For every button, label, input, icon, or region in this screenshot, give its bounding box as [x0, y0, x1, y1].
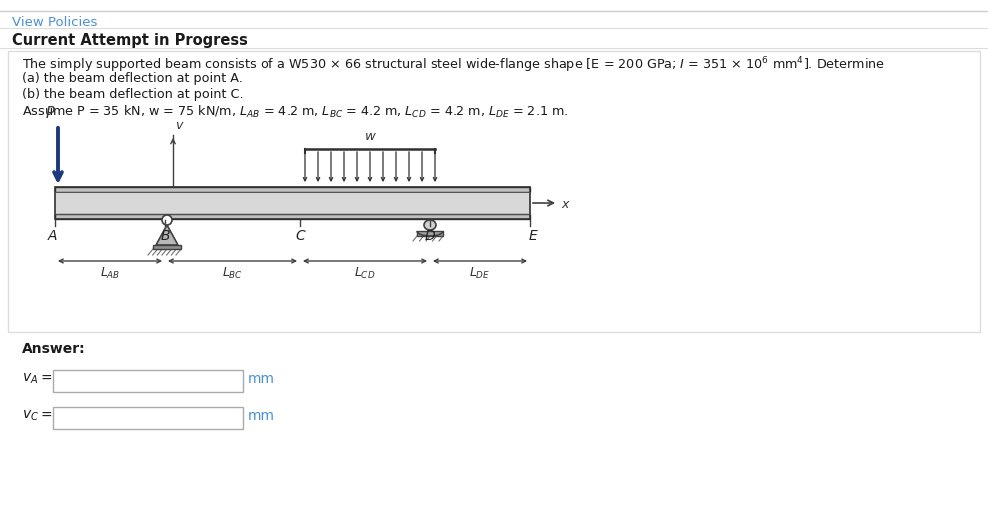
Text: Answer:: Answer: [22, 342, 86, 356]
Bar [53, 370, 243, 392]
Polygon shape [156, 225, 178, 245]
Bar [55, 192, 530, 214]
Text: E: E [529, 229, 537, 243]
Text: $v_A$: $v_A$ [22, 372, 39, 386]
Text: =: = [40, 372, 51, 386]
Text: B: B [160, 229, 170, 243]
Bar [8, 51, 980, 332]
Text: $L_{CD}$: $L_{CD}$ [355, 266, 375, 281]
Text: mm: mm [248, 409, 275, 423]
Text: A: A [47, 229, 56, 243]
Text: $v_C$: $v_C$ [22, 409, 39, 423]
Circle shape [162, 215, 172, 225]
Ellipse shape [424, 220, 436, 230]
Text: View Policies: View Policies [12, 16, 98, 29]
Text: $L_{BC}$: $L_{BC}$ [222, 266, 243, 281]
Text: (a) the beam deflection at point A.: (a) the beam deflection at point A. [22, 72, 243, 85]
Text: =: = [40, 409, 51, 423]
Bar [55, 187, 530, 192]
Text: The simply supported beam consists of a W530 $\times$ 66 structural steel wide-f: The simply supported beam consists of a … [22, 55, 885, 75]
Bar [417, 231, 443, 236]
Text: C: C [295, 229, 305, 243]
Text: mm: mm [248, 372, 275, 386]
Text: w: w [365, 130, 375, 143]
Text: $L_{AB}$: $L_{AB}$ [100, 266, 121, 281]
Text: Current Attempt in Progress: Current Attempt in Progress [12, 33, 248, 48]
Text: (b) the beam deflection at point C.: (b) the beam deflection at point C. [22, 88, 244, 101]
Text: v: v [175, 119, 183, 132]
Text: P: P [46, 106, 55, 121]
Text: $L_{DE}$: $L_{DE}$ [469, 266, 491, 281]
Bar [55, 214, 530, 219]
Text: x: x [561, 198, 568, 210]
Bar [55, 187, 530, 219]
Text: D: D [425, 229, 436, 243]
Bar [53, 407, 243, 429]
Text: Assume P = 35 kN, w = 75 kN/m, $L_{AB}$ = 4.2 m, $L_{BC}$ = 4.2 m, $L_{CD}$ = 4.: Assume P = 35 kN, w = 75 kN/m, $L_{AB}$ … [22, 104, 568, 120]
Bar [153, 245, 181, 249]
